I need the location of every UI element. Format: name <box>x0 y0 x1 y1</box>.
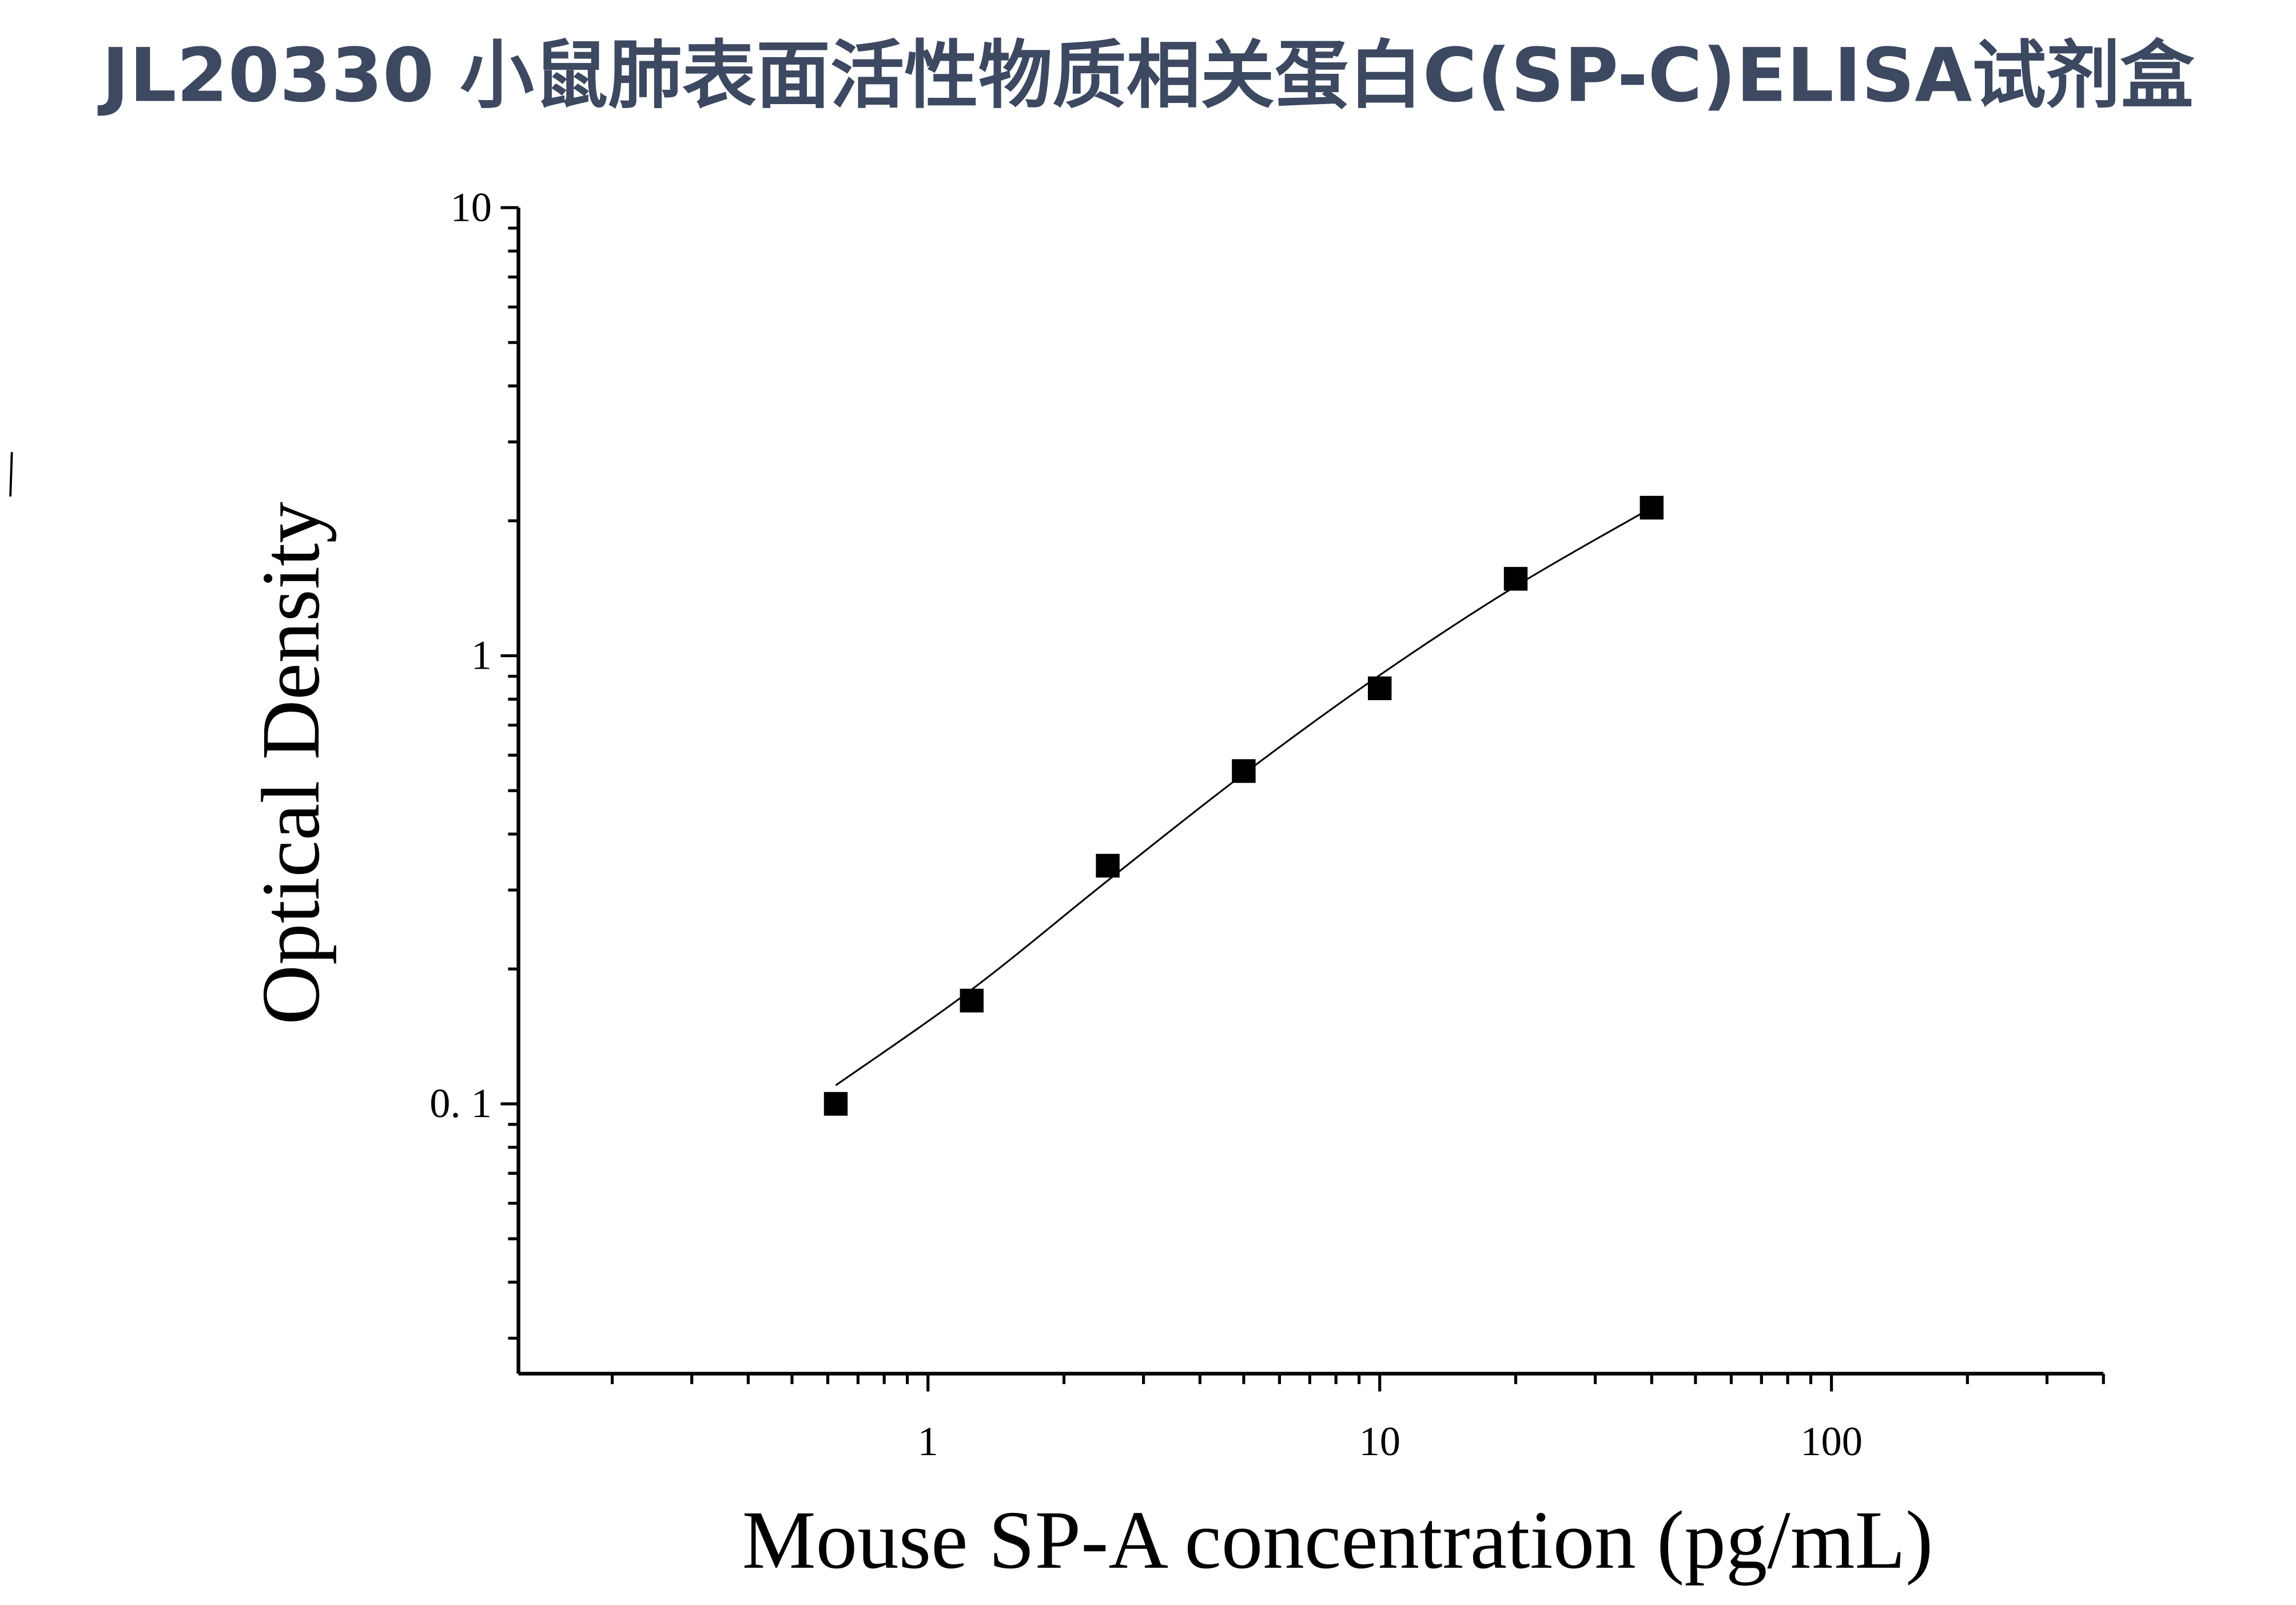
x-tick-label: 10 <box>1359 1418 1400 1464</box>
y-tick-label: 10 <box>450 184 492 230</box>
data-point <box>960 988 984 1013</box>
chart-title: JL20330 小鼠肺表面活性物质相关蛋白C(SP-C)ELISA试剂盒 <box>97 32 2195 118</box>
y-axis-label: Optical Density <box>245 502 337 1024</box>
data-point <box>1503 567 1528 591</box>
data-point <box>1096 853 1120 878</box>
x-tick-label: 100 <box>1800 1418 1863 1464</box>
x-axis-label: Mouse SP-A concentration (pg/mL) <box>742 1495 1933 1586</box>
fit-curve <box>835 507 1653 1086</box>
data-point <box>1232 759 1256 783</box>
axes <box>516 207 2104 1376</box>
y-tick-label: 0. 1 <box>429 1080 492 1126</box>
data-point <box>823 1092 848 1116</box>
ticks: 0. 1 1 10 1 10 100 <box>429 184 2105 1464</box>
stray-mark <box>9 452 13 497</box>
x-tick-label: 1 <box>918 1418 938 1464</box>
y-tick-label: 1 <box>471 632 492 678</box>
data-point <box>1640 495 1664 520</box>
data-point <box>1367 676 1392 701</box>
data-points <box>823 495 1664 1116</box>
